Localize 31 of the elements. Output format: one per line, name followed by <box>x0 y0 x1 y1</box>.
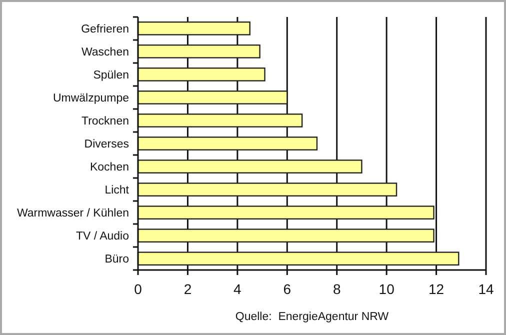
x-tick-label: 4 <box>234 281 242 297</box>
y-tick-label: Diverses <box>84 138 130 151</box>
y-tick-label: Licht <box>104 184 130 197</box>
bar <box>137 228 434 243</box>
bar <box>137 206 434 220</box>
y-tick-label: Umwälzpumpe <box>52 92 129 104</box>
bar <box>137 182 398 196</box>
bar <box>137 252 460 266</box>
y-tick-label: Warmwasser / Kühlen <box>16 208 129 220</box>
bar <box>137 21 250 36</box>
y-tick-label: TV / Audio <box>76 230 129 243</box>
x-tick-label: 14 <box>478 281 494 297</box>
bar <box>137 160 362 174</box>
x-tick-label: 12 <box>428 281 444 297</box>
bar <box>137 90 288 104</box>
y-tick-label: Kochen <box>90 162 129 174</box>
y-tick-label: Büro <box>104 254 129 266</box>
bar <box>137 114 303 128</box>
bar <box>137 136 318 150</box>
x-tick-label: 0 <box>134 281 142 297</box>
x-tick-label: 6 <box>283 281 292 297</box>
bar <box>137 68 266 82</box>
y-tick-label: Gefrieren <box>81 23 129 36</box>
x-tick-label: 10 <box>378 281 395 297</box>
x-tick-label: 8 <box>332 281 341 297</box>
y-tick-label: Spülen <box>93 69 129 82</box>
source-note: Quelle: EnergieAgentur NRW <box>235 311 389 323</box>
bar <box>137 44 260 58</box>
y-tick-label: Trocknen <box>81 116 129 128</box>
x-tick-label: 2 <box>184 281 192 297</box>
y-tick-label: Waschen <box>81 46 129 58</box>
